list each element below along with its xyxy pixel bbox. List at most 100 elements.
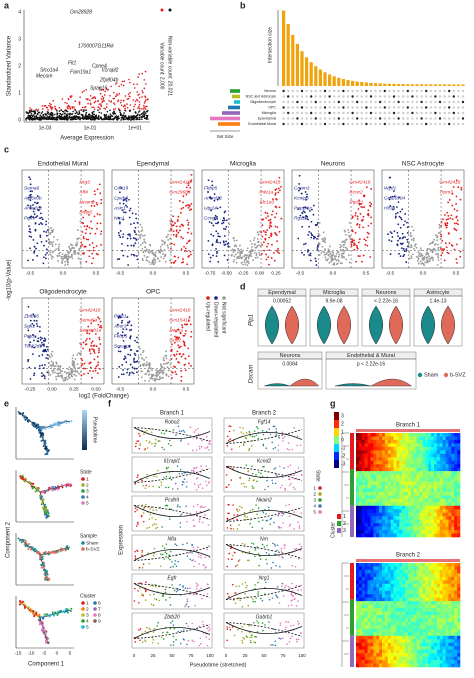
dot	[255, 254, 258, 257]
dot	[248, 431, 251, 433]
dot	[281, 476, 284, 479]
dot	[92, 249, 95, 252]
dot	[149, 263, 152, 266]
dot	[269, 222, 272, 225]
dot	[163, 547, 166, 550]
dot	[156, 526, 159, 529]
dot	[280, 547, 283, 550]
dot	[120, 119, 122, 121]
dot	[421, 262, 424, 264]
dot	[97, 109, 99, 112]
dot	[81, 231, 84, 233]
dot	[241, 642, 244, 644]
heat-cell	[413, 443, 417, 448]
heat-cell	[445, 457, 449, 462]
dot	[248, 559, 250, 562]
heat-cell	[410, 433, 415, 437]
dot	[410, 235, 413, 237]
dot	[430, 242, 432, 245]
dot	[323, 100, 327, 104]
dot	[83, 362, 86, 365]
dot	[455, 215, 458, 218]
dot	[141, 229, 144, 231]
dot	[153, 552, 156, 555]
dot	[340, 254, 343, 257]
dot	[62, 379, 65, 382]
dot	[175, 235, 178, 238]
dot	[50, 255, 53, 258]
dot	[356, 117, 359, 120]
dot	[276, 240, 278, 243]
dot	[397, 95, 400, 98]
trend	[225, 466, 303, 478]
dot	[346, 111, 350, 115]
dot	[117, 232, 120, 234]
dot	[94, 367, 97, 370]
plot-frame	[291, 169, 375, 269]
dot	[186, 242, 188, 245]
dot	[360, 100, 363, 104]
dot	[99, 326, 101, 329]
dot	[43, 553, 46, 556]
dot	[112, 117, 115, 120]
heat-cell	[405, 457, 409, 462]
gene-label: Nrn	[260, 536, 268, 542]
heat-cell	[387, 439, 391, 444]
dot	[287, 442, 290, 444]
dot	[310, 220, 313, 223]
dot	[274, 467, 277, 469]
dot	[304, 206, 307, 209]
dot	[172, 641, 175, 643]
heat-cell	[408, 446, 412, 451]
heat-cell	[436, 453, 441, 458]
dot	[402, 100, 405, 104]
legend-label: Down-regulated	[213, 302, 219, 338]
dot	[252, 487, 254, 490]
dot	[169, 243, 172, 245]
dot	[265, 513, 267, 515]
dot	[122, 254, 125, 257]
dot	[178, 430, 181, 432]
dot	[173, 365, 175, 368]
dot	[181, 513, 183, 515]
dot	[179, 642, 182, 645]
dot	[81, 117, 84, 119]
dot	[416, 260, 419, 262]
dot	[88, 214, 90, 216]
dot	[314, 111, 317, 115]
dot	[60, 117, 63, 120]
dot	[44, 505, 47, 508]
dot	[94, 369, 97, 372]
dot	[288, 525, 291, 527]
dot	[459, 198, 462, 201]
dot	[415, 89, 419, 93]
dot	[337, 111, 340, 115]
dot	[194, 560, 196, 563]
dot	[84, 245, 87, 248]
dot	[141, 554, 143, 557]
dot	[141, 116, 144, 118]
dot	[150, 373, 153, 376]
dot	[264, 624, 266, 626]
tick-label: 0.00	[47, 386, 57, 392]
dot	[295, 584, 298, 587]
heat-cell	[448, 457, 452, 462]
dot	[461, 100, 465, 104]
dot	[201, 597, 203, 600]
dot	[230, 547, 232, 550]
dot	[411, 122, 414, 126]
heat-cell	[457, 439, 461, 444]
dot	[212, 234, 215, 237]
dot	[45, 445, 48, 448]
dot	[169, 222, 172, 225]
dot	[441, 252, 444, 254]
tick-label: 0.0	[420, 270, 427, 276]
dot	[159, 363, 162, 366]
dot	[298, 527, 301, 529]
dot	[35, 247, 37, 250]
gene-label: Egfr	[167, 575, 177, 581]
dot	[266, 212, 269, 215]
dot	[97, 253, 99, 256]
dot	[147, 369, 149, 372]
dot	[261, 429, 264, 432]
